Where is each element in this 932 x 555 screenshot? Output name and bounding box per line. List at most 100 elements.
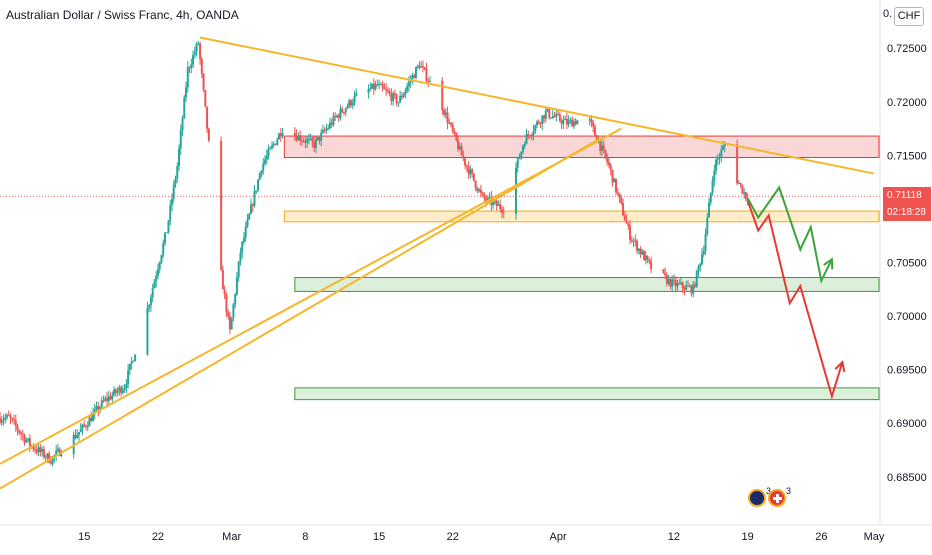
candle-body [2, 419, 5, 421]
candle-body [262, 163, 265, 171]
candle-body [127, 370, 130, 385]
candle-body [378, 84, 381, 86]
candle-body [4, 417, 7, 420]
candle-body [630, 240, 633, 242]
ch-flag-icon[interactable]: 3 [768, 486, 791, 507]
y-tick-label: 0.68500 [887, 472, 927, 484]
candle-body [249, 204, 252, 214]
candle-body [255, 190, 258, 192]
event-count: 3 [785, 486, 791, 496]
candle-body [446, 112, 449, 123]
candle-body [641, 251, 644, 255]
candle-body [172, 184, 175, 199]
candle-body [560, 120, 563, 124]
candle-body [185, 87, 188, 98]
candle-body [88, 417, 91, 427]
y-tick-label: 0.72000 [887, 97, 927, 109]
candle-body [392, 93, 395, 102]
candle-body [741, 184, 744, 194]
candle-body [557, 113, 560, 115]
candle-body [167, 220, 170, 233]
candle-body [671, 279, 674, 287]
candle-body [104, 398, 107, 401]
candle-body [304, 141, 307, 143]
candle-body [156, 269, 159, 276]
candle-body [367, 88, 370, 93]
candle-body [316, 137, 319, 140]
candle-body [371, 83, 374, 89]
candle-body [492, 201, 495, 206]
demand-upper-zone [294, 277, 880, 292]
candle-body [465, 165, 468, 167]
candle-body [636, 240, 639, 251]
candle-body [588, 119, 591, 121]
candle-body [395, 94, 398, 104]
candle-body [369, 88, 372, 90]
candle-body [269, 147, 272, 150]
candle-body [183, 97, 186, 119]
candle-body [160, 254, 163, 263]
candle-body [532, 131, 535, 135]
axes-layer: 0.725000.720000.715000.710000.705000.700… [0, 0, 932, 543]
candle-body [404, 90, 407, 95]
candle-body [413, 75, 416, 78]
candle-body [488, 197, 491, 199]
candle-body [55, 450, 58, 456]
candle-body [627, 223, 630, 226]
candle-body [693, 284, 696, 287]
candle-body [76, 434, 79, 439]
candle-body [443, 109, 446, 115]
candle-body [514, 167, 517, 214]
candle-body [155, 275, 158, 282]
economic-events[interactable]: 3 3 [748, 486, 791, 507]
bull-path [746, 185, 833, 284]
x-tick-label: 8 [302, 531, 308, 543]
candle-body [334, 115, 337, 117]
candle-body [134, 354, 137, 362]
candle-body [120, 387, 123, 393]
currency-button[interactable]: CHF [894, 7, 924, 26]
candle-body [629, 225, 632, 241]
candle-body [486, 197, 489, 201]
candle-body [615, 178, 618, 193]
candle-body [500, 209, 503, 213]
candle-body [701, 254, 704, 265]
candle-body [664, 272, 667, 276]
candle-body [39, 447, 42, 452]
candle-body [622, 203, 625, 216]
x-tick-label: 22 [447, 531, 459, 543]
x-tick-label: 19 [742, 531, 754, 543]
support-zone [283, 210, 880, 223]
chart-title: Australian Dollar / Swiss Franc, 4h, OAN… [6, 8, 239, 22]
candle-body [650, 261, 653, 270]
candle-body [107, 396, 110, 401]
candle-body [246, 219, 249, 227]
candle-body [274, 143, 277, 145]
candle-body [241, 241, 244, 253]
candle-body [686, 285, 689, 287]
candle-body [743, 192, 746, 194]
bear-path [746, 200, 844, 400]
candle-body [623, 215, 626, 221]
candle-body [128, 363, 131, 371]
x-tick-label: 15 [78, 531, 90, 543]
candle-body [344, 108, 347, 113]
candle-body [499, 204, 502, 210]
candle-body [264, 159, 267, 164]
candle-body [737, 182, 740, 184]
candle-body [130, 361, 133, 364]
candle-body [639, 248, 642, 255]
candle-body [204, 90, 207, 107]
candle-body [34, 449, 37, 451]
candle-body [306, 139, 309, 143]
au-flag-icon[interactable]: 3 [748, 486, 771, 507]
candle-body [448, 122, 451, 124]
current-price-label: 0.71118 [883, 187, 931, 205]
candle-body [637, 248, 640, 251]
candle-body [565, 118, 568, 125]
candle-body [178, 148, 181, 167]
ascending-support-2-trendline [0, 137, 601, 490]
candle-body [681, 282, 684, 288]
